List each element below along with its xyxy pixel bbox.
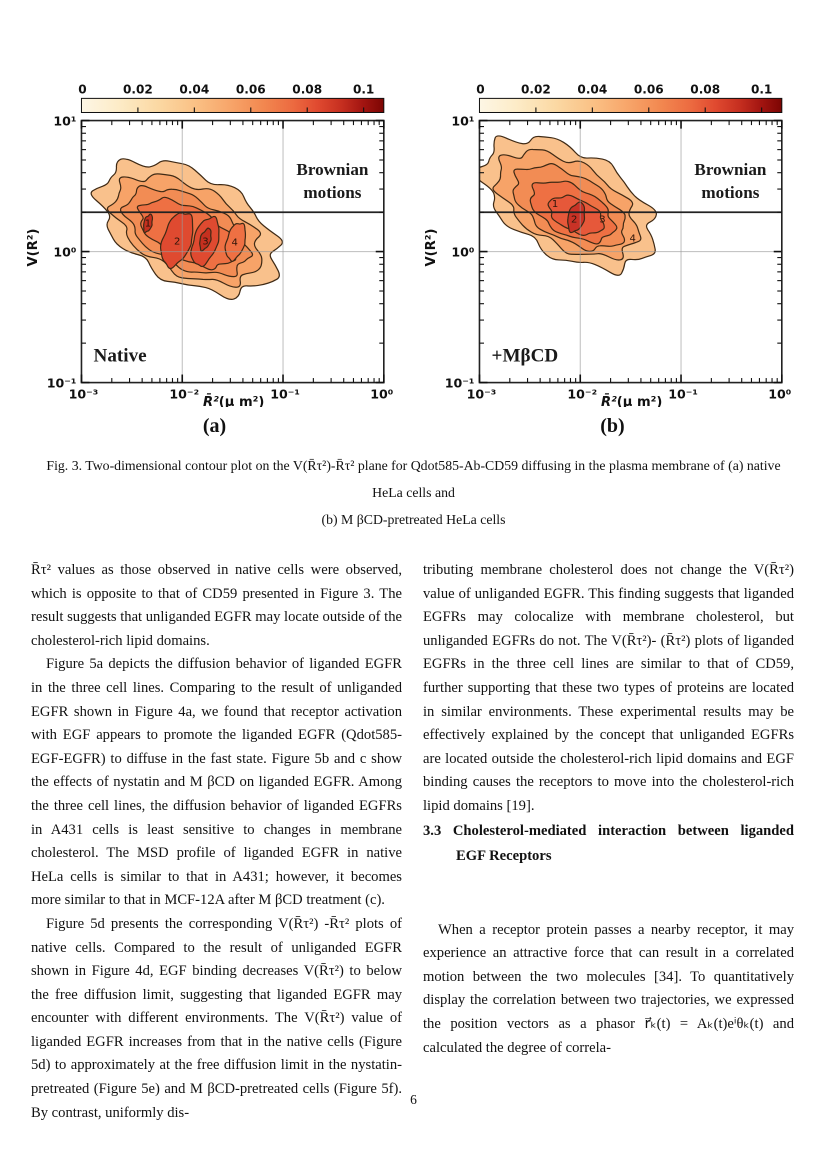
colorbar-tick-label: 0 [476,82,484,96]
figure-3: 0 0.02 0.04 0.06 0.08 0.1 1 2 [0,78,827,438]
x-tick-label: 10⁻² [169,387,199,402]
y-tick-label: 10¹ [451,114,474,129]
x-axis-label: R̄²(μ m²) [202,393,263,407]
x-axis-label-unit: (μ m²) [218,395,264,407]
paragraph: R̄τ² values as those observed in native … [31,562,402,649]
colorbar-tick-label: 0.08 [292,82,322,96]
brownian-motions-label: Brownian [694,160,766,179]
brownian-motions-label: motions [303,183,361,202]
contour-plot-mbcd: 0 0.02 0.04 0.06 0.08 0.1 1 2 [424,82,791,407]
y-axis-label: V(R²) [26,229,41,267]
panel-letter-b: (b) [600,415,625,437]
y-tick-label: 10⁻¹ [444,376,474,391]
x-tick-label: 10⁻² [567,387,597,402]
gridlines [478,120,782,383]
paragraph: Figure 5a depicts the diffusion behavior… [31,656,402,909]
peak-label: 4 [231,238,237,249]
colorbar-tick-label: 0.02 [122,82,152,96]
x-tick-label: 10⁻³ [68,387,98,402]
body-text: R̄τ² values as those observed in native … [0,559,827,1125]
plot-panel-a: 0 0.02 0.04 0.06 0.08 0.1 1 2 [21,78,409,438]
brownian-motions-label: motions [701,183,759,202]
left-column: R̄τ² values as those observed in native … [31,559,402,1125]
x-axis-label-math: R̄² [202,393,218,407]
gridlines [80,120,384,383]
contour-density-blobs [90,158,283,301]
x-axis-label-math: R̄² [600,393,616,407]
figure-caption-line1: Fig. 3. Two-dimensional contour plot on … [46,458,781,500]
section-heading: 3.3 Cholesterol-mediated interaction bet… [423,822,794,864]
contour-plot-native: 0 0.02 0.04 0.06 0.08 0.1 1 2 [26,82,393,407]
condition-label: +MβCD [491,345,558,366]
peak-label: 3 [599,214,605,225]
colorbar-tick-label: 0.1 [750,82,771,96]
peak-label: 1 [144,218,150,229]
peak-label: 2 [174,237,180,248]
y-tick-label: 10¹ [53,114,76,129]
paragraph: Figure 5d presents the corresponding V(R… [31,915,402,1121]
page-number: 6 [410,1092,417,1107]
x-tick-label: 10⁰ [768,387,791,402]
figure-caption: Fig. 3. Two-dimensional contour plot on … [0,452,827,533]
peak-label: 4 [629,233,635,244]
peak-label: 1 [551,199,557,210]
x-axis-label: R̄²(μ m²) [600,393,661,407]
colorbar-tick-label: 0.04 [179,82,209,96]
peak-label: 3 [202,237,208,248]
x-tick-label: 10⁻¹ [270,387,300,402]
y-tick-label: 10⁻¹ [46,376,76,391]
paragraph: tributing membrane cholesterol does not … [423,562,794,814]
right-column: tributing membrane cholesterol does not … [423,559,794,1125]
y-axis-label: V(R²) [424,229,439,267]
brownian-motions-label: Brownian [296,160,368,179]
colorbar-tick-label: 0.1 [352,82,373,96]
x-tick-label: 10⁰ [370,387,393,402]
colorbar: 0 0.02 0.04 0.06 0.08 0.1 [78,82,384,113]
colorbar-tick-label: 0.02 [520,82,550,96]
colorbar-tick-label: 0.04 [577,82,607,96]
y-tick-label: 10⁰ [53,245,76,260]
x-tick-label: 10⁻¹ [668,387,698,402]
colorbar-ticks [136,107,364,113]
peak-label: 2 [570,214,576,225]
colorbar-tick-label: 0.06 [235,82,265,96]
contour-density-blobs [478,135,657,276]
colorbar-tick-label: 0 [78,82,86,96]
axis-ticks [478,119,783,384]
y-tick-label: 10⁰ [451,245,474,260]
x-axis-label-unit: (μ m²) [616,395,662,407]
colorbar-tick-label: 0.06 [633,82,663,96]
colorbar: 0 0.02 0.04 0.06 0.08 0.1 [476,82,782,113]
figure-caption-line2: (b) M βCD-pretreated HeLa cells [321,512,506,527]
axis-ticks [80,119,385,384]
panel-letter-a: (a) [202,415,227,437]
x-tick-label: 10⁻³ [466,387,496,402]
condition-label: Native [93,345,146,366]
colorbar-tick-label: 0.08 [690,82,720,96]
plot-panel-b: 0 0.02 0.04 0.06 0.08 0.1 1 2 [419,78,807,438]
paragraph: When a receptor protein passes a nearby … [423,921,794,1056]
colorbar-ticks [534,107,762,113]
